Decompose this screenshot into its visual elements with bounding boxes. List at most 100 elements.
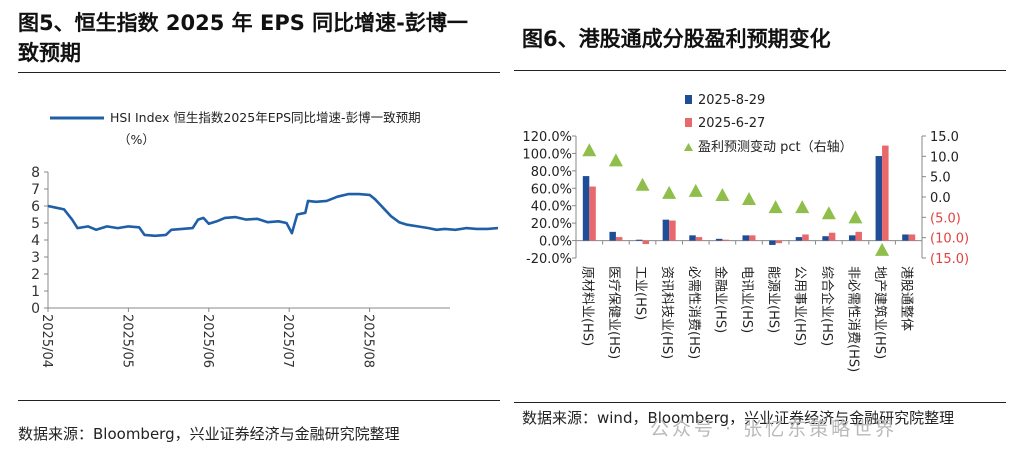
x-tick-label: 2025/06 [200, 314, 215, 368]
right-y-tick-label: (5.0) [930, 211, 961, 226]
earnings-expectation-bar-chart: 2025-8-29 2025-6-27 盈利预测变动 pct（右轴） 120.0% 10… [522, 93, 969, 372]
category-label: 公用事业(HS) [792, 266, 807, 346]
right-chart-title: 图6、港股通成分股盈利预期变化 [522, 27, 831, 51]
category-label: 医疗保健业(HS) [606, 266, 621, 359]
bar-2025-8-29 [662, 219, 670, 241]
bar-2025-6-27 [669, 220, 676, 241]
left-y-tick-label: 40.0% [531, 200, 572, 215]
y-tick-label: 2 [31, 267, 40, 283]
category-label: 港股通整体 [899, 266, 914, 331]
x-tick-label: 2025/04 [39, 314, 54, 368]
bar-2025-8-29 [848, 235, 856, 241]
forecast-change-marker [742, 192, 756, 206]
x-tick-label: 2025/07 [280, 314, 295, 368]
bar-2025-8-29 [742, 235, 749, 241]
left-source-rule [18, 400, 500, 401]
bar-2025-8-29 [822, 236, 829, 241]
legend-label: 2025-8-29 [698, 93, 765, 108]
bar-2025-8-29 [582, 176, 590, 241]
forecast-change-marker [635, 177, 650, 191]
y-tick-label: 4 [31, 233, 40, 249]
y-tick-label: 5 [31, 216, 40, 232]
x-tick-label: 2025/08 [361, 314, 376, 368]
eps-growth-series-line [47, 192, 498, 238]
bar-2025-6-27 [695, 237, 703, 241]
left-y-tick-label: 80.0% [531, 165, 572, 180]
bar-2025-6-27 [589, 186, 596, 241]
legend-label: 盈利预测变动 pct（右轴） [698, 139, 853, 155]
legend-unit: （%） [118, 132, 155, 147]
category-label: 原材料业(HS) [579, 266, 594, 346]
forecast-change-marker [795, 200, 810, 214]
bar-2025-8-29 [609, 231, 616, 241]
legend-label: HSI Index 恒生指数2025年EPS同比增速-彭博一致预期 [110, 110, 421, 125]
category-label: 工业(HS) [633, 266, 648, 320]
left-y-tick-label: 120.0% [522, 130, 572, 145]
bar-2025-6-27 [722, 239, 729, 241]
y-tick-label: 0 [31, 301, 40, 317]
bar-2025-6-27 [749, 235, 756, 241]
bar-2025-6-27 [855, 231, 862, 241]
bar-2025-8-29 [689, 235, 696, 241]
y-tick-label: 8 [31, 165, 40, 181]
bar-2025-8-29 [636, 239, 643, 241]
forecast-change-marker [715, 187, 730, 201]
forecast-change-marker [662, 185, 677, 199]
left-y-tick-label: 0.0% [539, 235, 572, 250]
category-label: 资讯科技业(HS) [659, 266, 674, 359]
right-source-rule [514, 402, 1006, 403]
left-y-tick-label: 20.0% [531, 217, 572, 232]
forecast-change-marker [848, 210, 863, 224]
category-label: 电讯业(HS) [739, 266, 754, 333]
category-label: 金融业(HS) [712, 266, 728, 333]
bar-2025-6-27 [908, 234, 916, 241]
forecast-change-marker [608, 153, 623, 167]
right-y-tick-label: (10.0) [930, 232, 969, 247]
category-label: 综合企业(HS) [819, 266, 835, 346]
bar-2025-6-27 [615, 237, 623, 241]
bar-2025-6-27 [775, 240, 783, 244]
left-y-tick-label: -20.0% [526, 252, 572, 267]
category-label: 能源业(HS) [766, 266, 781, 333]
forecast-change-marker [875, 242, 890, 256]
left-chart-title: 图5、恒生指数 2025 年 EPS 同比增速-彭博一致预期 [18, 11, 468, 65]
y-tick-label: 6 [31, 199, 40, 215]
left-title-rule [18, 72, 500, 73]
bar-2025-8-29 [875, 156, 883, 241]
bar-2025-8-29 [769, 240, 776, 245]
right-y-tick-label: 15.0 [930, 130, 959, 145]
left-y-tick-label: 60.0% [531, 182, 572, 197]
y-tick-label: 1 [31, 284, 40, 300]
category-label: 必需性消费(HS) [686, 266, 701, 359]
bar-2025-8-29 [715, 238, 723, 241]
left-y-tick-label: 100.0% [522, 147, 572, 162]
legend-triangle-icon [684, 143, 693, 151]
bar-2025-8-29 [902, 234, 909, 241]
right-y-tick-label: 0.0 [930, 191, 951, 206]
eps-growth-line-chart: HSI Index 恒生指数2025年EPS同比增速-彭博一致预期 （%） 0123… [31, 110, 498, 368]
left-chart-source: 数据来源：Bloomberg，兴业证券经济与金融研究院整理 [18, 425, 400, 443]
legend-swatch-2025-8-29 [685, 95, 692, 104]
bar-2025-6-27 [828, 232, 836, 241]
forecast-change-marker [688, 183, 703, 197]
forecast-change-marker [821, 206, 836, 220]
forecast-change-marker [582, 143, 597, 157]
legend-swatch-2025-6-27 [685, 118, 692, 127]
right-title-rule [514, 70, 1006, 71]
bar-2025-8-29 [795, 237, 803, 241]
bar-2025-6-27 [802, 234, 809, 241]
y-tick-label: 7 [31, 182, 40, 198]
right-y-tick-label: 5.0 [930, 171, 951, 186]
bar-2025-6-27 [642, 240, 650, 245]
watermark: 公众号 · 张忆东策略世界 [650, 418, 898, 440]
category-label: 非必需性消费(HS) [845, 266, 860, 372]
y-tick-label: 3 [31, 250, 40, 266]
x-tick-label: 2025/05 [119, 314, 134, 368]
category-label: 地产建筑业(HS) [872, 266, 888, 359]
forecast-change-marker [768, 200, 783, 214]
right-chart-source: 数据来源：wind，Bloomberg，兴业证券经济与金融研究院整理 [522, 409, 955, 427]
right-y-tick-label: 10.0 [930, 150, 959, 165]
bar-2025-6-27 [882, 145, 889, 241]
legend-label: 2025-6-27 [698, 116, 765, 131]
right-y-tick-label: (15.0) [930, 252, 969, 267]
